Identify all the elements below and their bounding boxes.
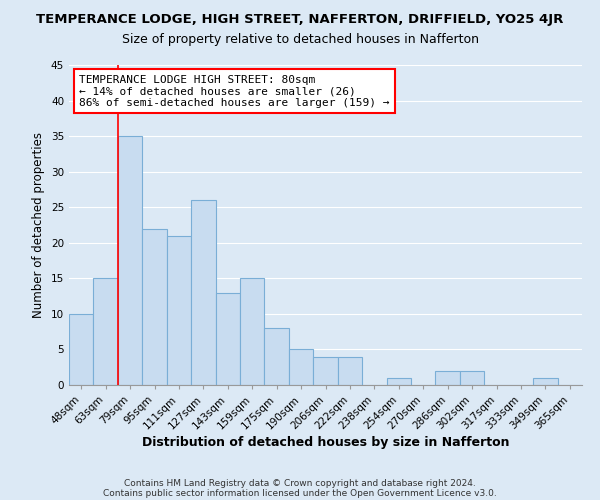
Bar [386, 378, 411, 385]
Text: TEMPERANCE LODGE, HIGH STREET, NAFFERTON, DRIFFIELD, YO25 4JR: TEMPERANCE LODGE, HIGH STREET, NAFFERTON… [37, 12, 563, 26]
Bar [265, 328, 289, 385]
Bar [460, 371, 484, 385]
Bar [533, 378, 557, 385]
Bar [142, 228, 167, 385]
Bar [215, 292, 240, 385]
Text: Size of property relative to detached houses in Nafferton: Size of property relative to detached ho… [121, 32, 479, 46]
Bar [240, 278, 265, 385]
Bar [118, 136, 142, 385]
Y-axis label: Number of detached properties: Number of detached properties [32, 132, 46, 318]
Bar [313, 356, 338, 385]
Bar [69, 314, 94, 385]
Bar [167, 236, 191, 385]
X-axis label: Distribution of detached houses by size in Nafferton: Distribution of detached houses by size … [142, 436, 509, 450]
Bar [94, 278, 118, 385]
Text: Contains HM Land Registry data © Crown copyright and database right 2024.: Contains HM Land Registry data © Crown c… [124, 478, 476, 488]
Text: Contains public sector information licensed under the Open Government Licence v3: Contains public sector information licen… [103, 488, 497, 498]
Text: TEMPERANCE LODGE HIGH STREET: 80sqm
← 14% of detached houses are smaller (26)
86: TEMPERANCE LODGE HIGH STREET: 80sqm ← 14… [79, 74, 390, 108]
Bar [289, 350, 313, 385]
Bar [338, 356, 362, 385]
Bar [191, 200, 215, 385]
Bar [436, 371, 460, 385]
